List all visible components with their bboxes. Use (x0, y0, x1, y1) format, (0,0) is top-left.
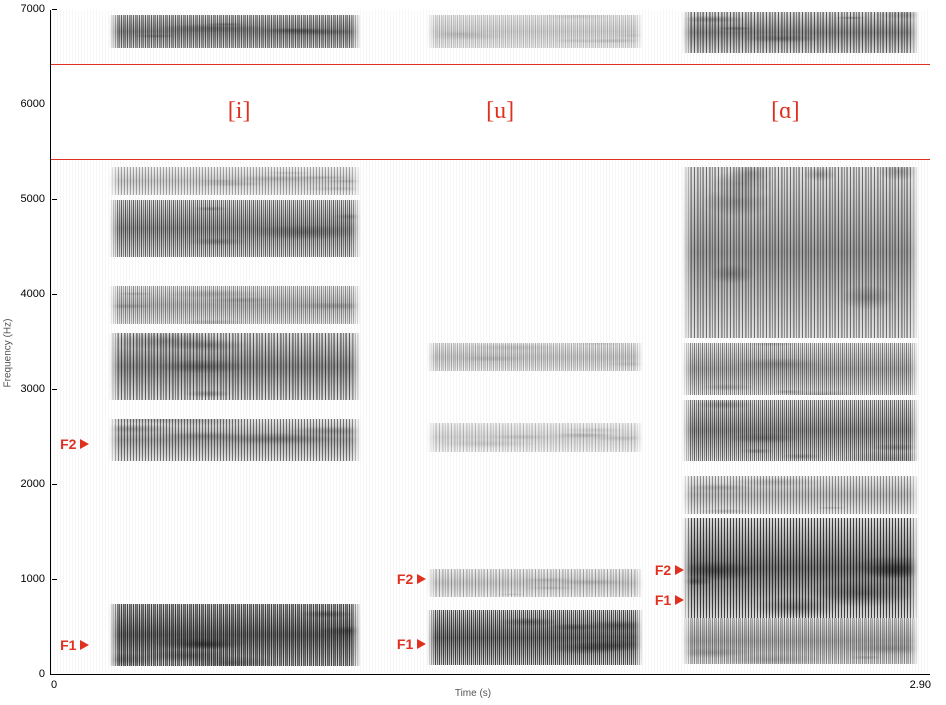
spectrogram-band (427, 610, 642, 665)
y-tick: 5000 (21, 193, 51, 205)
triangle-right-icon (417, 574, 426, 584)
vowel-label: [i] (228, 98, 251, 125)
formant-label: F1 (60, 637, 76, 653)
y-tick: 1000 (21, 573, 51, 585)
x-axis-label: Time (s) (455, 688, 491, 699)
y-tick: 6000 (21, 98, 51, 110)
y-tick: 0 (39, 668, 51, 680)
spectrogram-band (109, 604, 361, 666)
spectrogram-band (682, 12, 919, 53)
vowel-label: [ɑ] (771, 98, 800, 125)
plot-area: 0100020003000400050006000700002.90[i][u]… (50, 10, 930, 675)
spectrogram-band (109, 333, 361, 400)
formant-label: F1 (397, 636, 413, 652)
triangle-right-icon (675, 595, 684, 605)
formant-marker: F2 (397, 571, 426, 587)
x-tick: 0 (51, 674, 57, 691)
spectrogram-band (682, 476, 919, 514)
formant-label: F2 (60, 436, 76, 452)
formant-label: F2 (655, 562, 671, 578)
spectrogram-band (427, 15, 642, 48)
spectrogram-band (427, 343, 642, 372)
spectrogram-band (682, 343, 919, 395)
annotation-line-top (51, 64, 930, 65)
triangle-right-icon (80, 640, 89, 650)
triangle-right-icon (417, 639, 426, 649)
spectrogram-band (109, 286, 361, 324)
formant-marker: F1 (655, 592, 684, 608)
formant-marker: F2 (655, 562, 684, 578)
spectrogram-band (682, 618, 919, 664)
y-tick: 2000 (21, 478, 51, 490)
spectrogram-band (109, 167, 361, 196)
x-tick: 2.90 (910, 674, 931, 691)
spectrogram-band (682, 518, 919, 618)
spectrogram-band (109, 15, 361, 48)
vowel-label: [u] (486, 98, 514, 125)
formant-marker: F2 (60, 436, 89, 452)
triangle-right-icon (675, 565, 684, 575)
annotation-line-bottom (51, 159, 930, 160)
spectrogram-chart: Frequency (Hz) Time (s) 0 1000 2000 3000 400… (0, 0, 946, 705)
spectrogram-band (427, 569, 642, 598)
spectrogram-band (109, 200, 361, 257)
spectrogram-band (427, 423, 642, 452)
spectrogram-band (109, 419, 361, 462)
y-tick: 4000 (21, 288, 51, 300)
triangle-right-icon (80, 439, 89, 449)
spectrogram-band (682, 167, 919, 338)
y-axis-label: Frequency (Hz) (3, 318, 14, 387)
formant-label: F2 (397, 571, 413, 587)
formant-marker: F1 (60, 637, 89, 653)
formant-label: F1 (655, 592, 671, 608)
formant-marker: F1 (397, 636, 426, 652)
y-tick: 7000 (21, 3, 51, 15)
y-tick: 3000 (21, 383, 51, 395)
spectrogram-band (682, 400, 919, 462)
